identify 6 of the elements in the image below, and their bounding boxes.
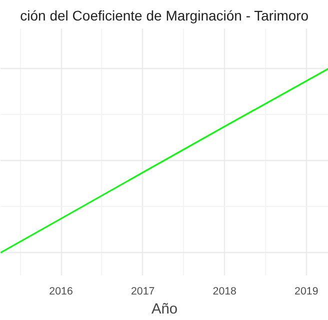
x-tick-label: 2017 — [130, 286, 155, 298]
x-tick-label: 2018 — [212, 286, 237, 298]
x-tick-label: 2019 — [294, 286, 318, 298]
x-axis-title: Año — [151, 302, 178, 318]
chart-title: ción del Coeficiente de Marginación - Tarimoro — [20, 8, 309, 24]
x-tick-label: 2016 — [49, 286, 73, 298]
